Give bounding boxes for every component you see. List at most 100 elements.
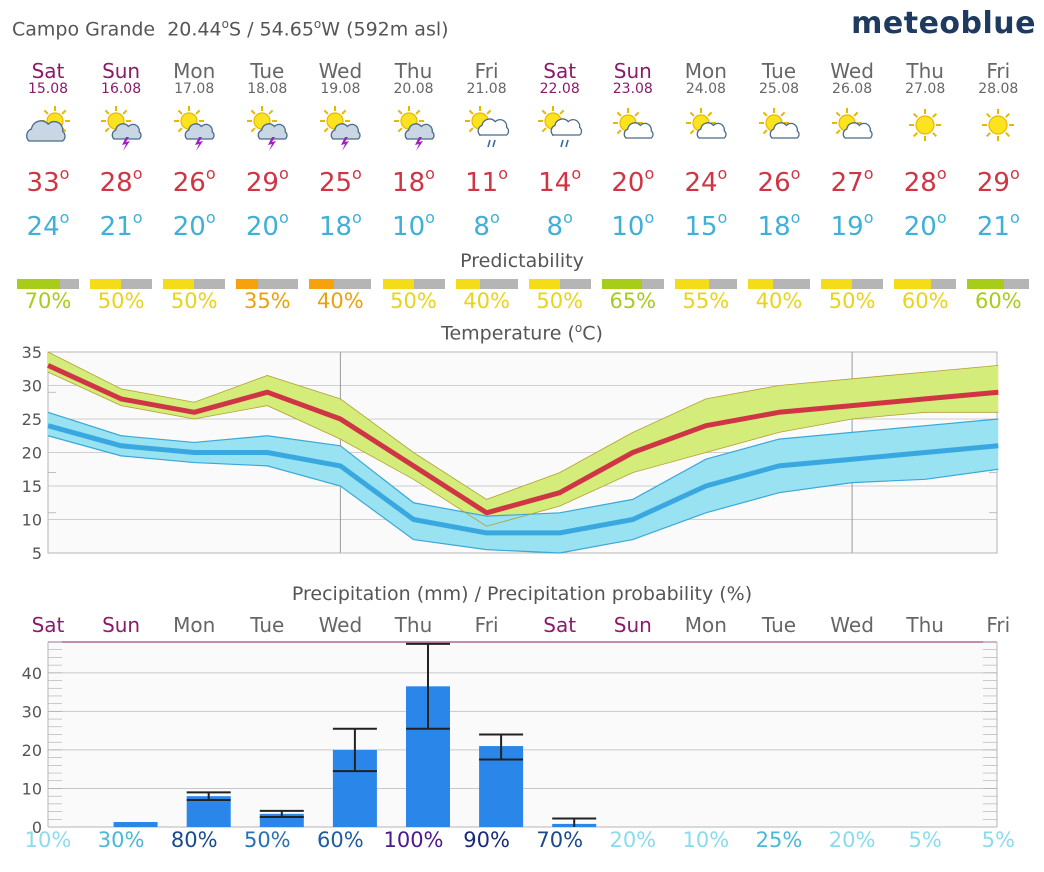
day-column[interactable]: Thu 27.08 <box>889 60 961 97</box>
min-temp-value: 18 <box>318 212 353 242</box>
degree-sign: o <box>571 164 582 183</box>
precip-day-label: Sun <box>613 613 652 637</box>
temp-y-tick: 30 <box>22 377 42 396</box>
longitude-dir: W (592m asl) <box>321 18 449 41</box>
weather-icon-cell <box>12 105 84 155</box>
sun-thunder-icon <box>174 106 215 151</box>
predictability-fill <box>674 279 709 289</box>
precip-day-label: Mon <box>173 613 216 637</box>
precip-y-tick: 30 <box>22 702 42 721</box>
day-column[interactable]: Sat 22.08 <box>524 60 596 97</box>
predictability-bar <box>528 279 591 289</box>
day-column[interactable]: Sun 16.08 <box>85 60 157 97</box>
min-temperature: 15o <box>670 208 742 242</box>
precip-day-label: Sat <box>31 613 65 637</box>
min-temperature: 18o <box>304 208 376 242</box>
day-column[interactable]: Sat 15.08 <box>12 60 84 97</box>
min-temp-value: 10 <box>392 212 426 242</box>
day-name: Mon <box>173 59 216 83</box>
temperature-title: Temperature (oC) <box>0 321 1044 344</box>
day-column[interactable]: Fri 28.08 <box>962 60 1034 97</box>
sun-thunder-icon <box>247 106 288 151</box>
predictability-fill <box>382 279 414 289</box>
predictability-percent: 50% <box>536 289 584 313</box>
precip-day-label: Fri <box>986 613 1011 637</box>
day-name: Tue <box>250 59 285 83</box>
min-temperature: 18o <box>743 208 815 242</box>
min-temperature: 24o <box>12 208 84 242</box>
day-name: Sat <box>31 59 65 83</box>
min-temp-value: 8 <box>546 212 564 242</box>
temp-y-tick: 20 <box>22 444 42 463</box>
sun-cloud-icon <box>612 108 654 139</box>
day-column[interactable]: Tue 18.08 <box>231 60 303 97</box>
weather-icon-cell <box>597 105 669 155</box>
sun-icon <box>982 109 1015 141</box>
max-temp-value: 26 <box>172 168 206 198</box>
day-name: Mon <box>684 59 727 83</box>
day-date: 20.08 <box>393 81 434 97</box>
precip-day-label: Mon <box>684 613 727 637</box>
max-temperature: 28o <box>85 164 157 198</box>
max-temp-value: 29 <box>245 168 279 198</box>
min-temp-value: 20 <box>172 212 206 242</box>
weather-icon-cell <box>962 105 1034 155</box>
precip-probability: 30% <box>97 828 145 852</box>
precip-day-label: Thu <box>906 613 944 637</box>
min-temp-value: 19 <box>830 212 864 242</box>
day-date: 27.08 <box>905 81 946 97</box>
day-column[interactable]: Wed 19.08 <box>304 60 376 97</box>
day-column[interactable]: Mon 17.08 <box>158 60 230 97</box>
degree-sign: o <box>790 164 801 183</box>
predictability-fill <box>163 279 195 289</box>
weather-icon-cell <box>670 105 742 155</box>
degree-sign: o <box>132 208 143 227</box>
predictability-fill <box>309 279 335 289</box>
degree-sign: o <box>563 208 573 227</box>
day-column[interactable]: Thu 20.08 <box>378 60 450 97</box>
degree-sign: o <box>644 208 655 227</box>
predictability-fill <box>90 279 122 289</box>
precip-day-label: Sun <box>102 613 141 637</box>
min-temp-value: 10 <box>611 212 645 242</box>
temp-y-tick: 25 <box>22 410 42 429</box>
max-temperature: 27o <box>816 164 888 198</box>
day-date: 17.08 <box>174 81 215 97</box>
min-temperature: 10o <box>378 208 450 242</box>
max-temperature: 24o <box>670 164 742 198</box>
day-column[interactable]: Fri 21.08 <box>451 60 523 97</box>
day-date: 26.08 <box>832 81 873 97</box>
day-date: 22.08 <box>539 81 580 97</box>
precip-probability: 20% <box>828 828 876 852</box>
sun-rays <box>909 109 942 141</box>
precip-bar <box>186 796 231 827</box>
location-name: Campo Grande <box>12 18 156 41</box>
predictability-percent: 50% <box>390 289 437 313</box>
predictability-bar <box>894 279 957 289</box>
day-column[interactable]: Wed 26.08 <box>816 60 888 97</box>
predictability-bar <box>601 279 664 289</box>
meteoblue-logo[interactable]: meteoblue <box>851 6 1036 41</box>
predictability-fill <box>748 279 773 289</box>
min-temp-value: 21 <box>99 212 133 242</box>
predictability-bar <box>17 279 79 289</box>
precip-probability: 10% <box>682 828 730 852</box>
predictability-percent: 60% <box>974 289 1022 313</box>
degree-sign: o <box>574 321 583 335</box>
max-temp-value: 24 <box>684 168 718 198</box>
precip-probability: 5% <box>981 828 1015 852</box>
predictability-percent: 70% <box>24 289 72 313</box>
min-temp-line <box>47 423 999 536</box>
precip-y-tick: 40 <box>22 664 42 683</box>
max-temperature: 20o <box>597 164 669 198</box>
day-column[interactable]: Tue 25.08 <box>743 60 815 97</box>
day-column[interactable]: Mon 24.08 <box>670 60 742 97</box>
degree-sign: o <box>221 17 229 31</box>
precip-day-label: Thu <box>394 613 433 637</box>
predictability-fill <box>236 279 258 289</box>
temperature-title-unit: C) <box>582 322 603 345</box>
degree-sign: o <box>936 208 947 227</box>
day-column[interactable]: Sun 23.08 <box>597 60 669 97</box>
day-date: 28.08 <box>978 81 1019 97</box>
degree-sign: o <box>717 208 728 227</box>
